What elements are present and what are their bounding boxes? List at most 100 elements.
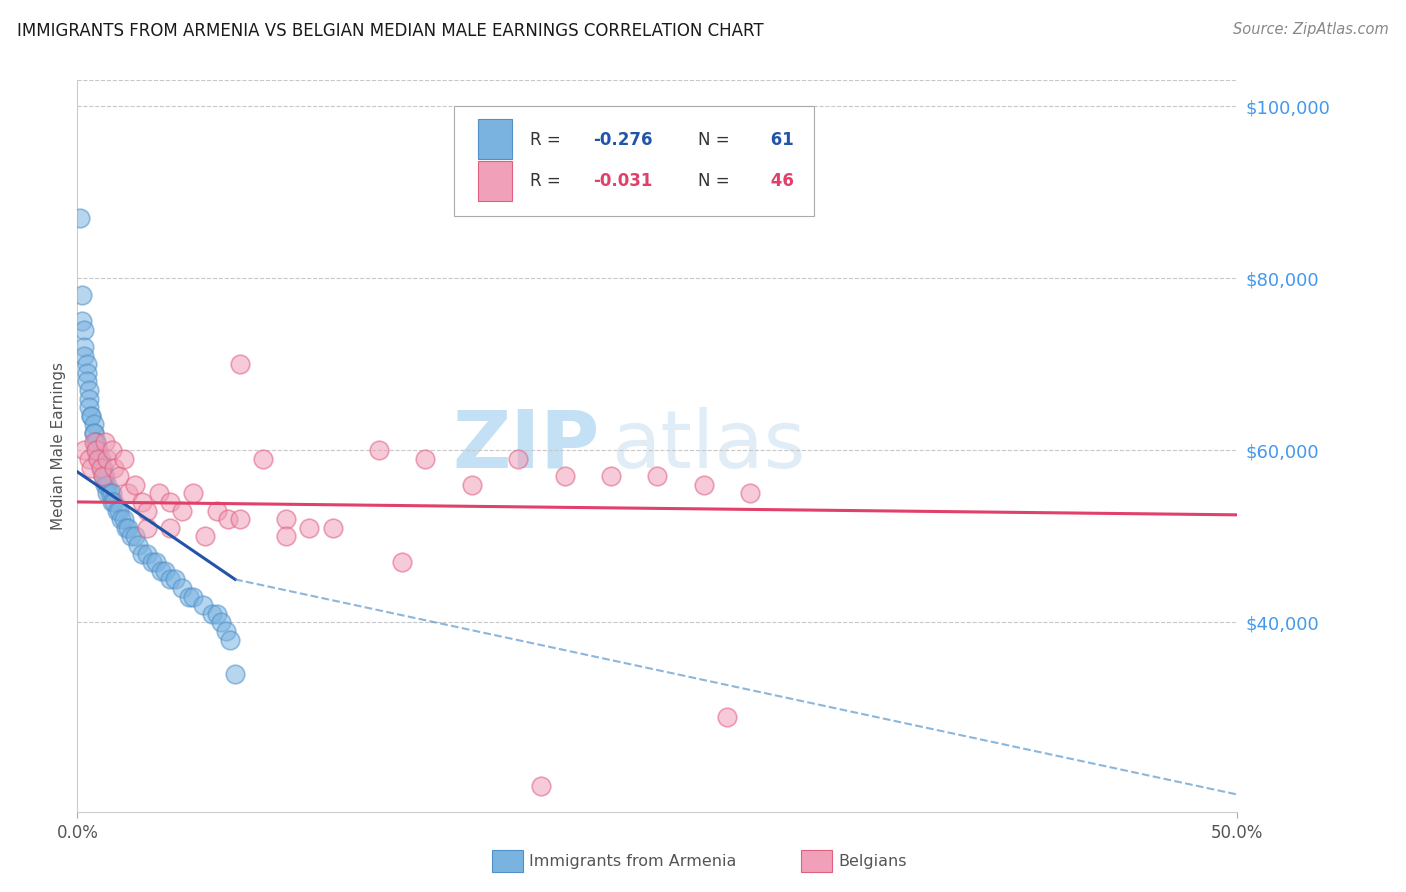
Point (101, 495, 124, 509)
Point (183, 486, 205, 500)
Point (205, 607, 228, 621)
Point (101, 486, 124, 500)
Text: IMMIGRANTS FROM ARMENIA VS BELGIAN MEDIAN MALE EARNINGS CORRELATION CHART: IMMIGRANTS FROM ARMENIA VS BELGIAN MEDIA… (17, 22, 763, 40)
Point (228, 357, 252, 371)
Point (740, 486, 762, 500)
Text: ZIP: ZIP (453, 407, 599, 485)
Point (170, 503, 193, 517)
Point (108, 503, 131, 517)
Point (91, 469, 114, 483)
Point (83, 417, 105, 432)
Text: Source: ZipAtlas.com: Source: ZipAtlas.com (1233, 22, 1389, 37)
Text: N =: N = (697, 130, 735, 149)
Point (110, 512, 132, 526)
Point (131, 495, 153, 509)
Point (105, 503, 128, 517)
Point (530, 779, 553, 793)
Text: R =: R = (530, 130, 565, 149)
Point (80, 460, 103, 475)
Point (274, 529, 298, 543)
Point (73, 323, 96, 337)
Point (98, 486, 121, 500)
Point (135, 503, 157, 517)
Point (112, 451, 135, 466)
Point (80, 409, 103, 423)
Point (201, 607, 224, 621)
Point (96, 486, 118, 500)
Point (149, 564, 172, 578)
Point (115, 521, 138, 535)
Point (84, 443, 107, 458)
Point (194, 529, 217, 543)
Point (70, 314, 93, 328)
Point (252, 451, 274, 466)
Point (87, 443, 110, 458)
Point (693, 477, 716, 491)
Point (148, 486, 170, 500)
Point (163, 573, 186, 587)
Point (84, 434, 107, 449)
Point (141, 555, 163, 569)
Point (96, 451, 118, 466)
Point (127, 538, 149, 552)
Point (96, 477, 118, 491)
Point (124, 477, 146, 491)
Point (145, 555, 167, 569)
Point (321, 521, 344, 535)
Point (274, 512, 298, 526)
Point (77, 451, 100, 466)
Point (183, 590, 205, 604)
Point (83, 426, 105, 441)
Point (117, 486, 139, 500)
Point (73, 340, 96, 354)
Text: N =: N = (697, 172, 735, 190)
Text: 46: 46 (765, 172, 794, 190)
Bar (478, 161, 512, 201)
Point (73, 349, 96, 363)
Point (191, 598, 214, 612)
Point (135, 547, 157, 561)
Point (80, 409, 103, 423)
Point (94, 434, 117, 449)
Text: -0.031: -0.031 (593, 172, 652, 190)
Text: -0.276: -0.276 (593, 130, 652, 149)
Point (76, 357, 98, 371)
Point (368, 443, 391, 458)
Point (155, 564, 177, 578)
Point (159, 573, 181, 587)
Point (506, 451, 529, 466)
Point (413, 451, 436, 466)
Point (70, 288, 93, 302)
Point (117, 521, 139, 535)
Point (461, 477, 484, 491)
Point (228, 512, 252, 526)
Text: R =: R = (530, 172, 565, 190)
Y-axis label: Median Male Earnings: Median Male Earnings (51, 362, 66, 530)
Text: 61: 61 (765, 130, 794, 149)
Point (90, 451, 111, 466)
Point (391, 555, 413, 569)
Point (177, 590, 200, 604)
Point (76, 366, 98, 380)
Point (217, 512, 239, 526)
Point (83, 426, 105, 441)
Point (94, 469, 117, 483)
Point (87, 451, 110, 466)
Bar (478, 119, 512, 160)
Point (159, 521, 181, 535)
FancyBboxPatch shape (454, 106, 814, 216)
Point (120, 529, 142, 543)
Point (219, 632, 242, 647)
Point (170, 581, 193, 595)
Point (69, 211, 91, 225)
Point (91, 469, 114, 483)
Point (131, 547, 153, 561)
Point (647, 469, 669, 483)
Point (87, 451, 110, 466)
Point (103, 460, 125, 475)
Text: Belgians: Belgians (838, 854, 907, 869)
Point (205, 503, 228, 517)
Point (124, 529, 146, 543)
Point (76, 375, 98, 389)
Point (77, 392, 100, 406)
